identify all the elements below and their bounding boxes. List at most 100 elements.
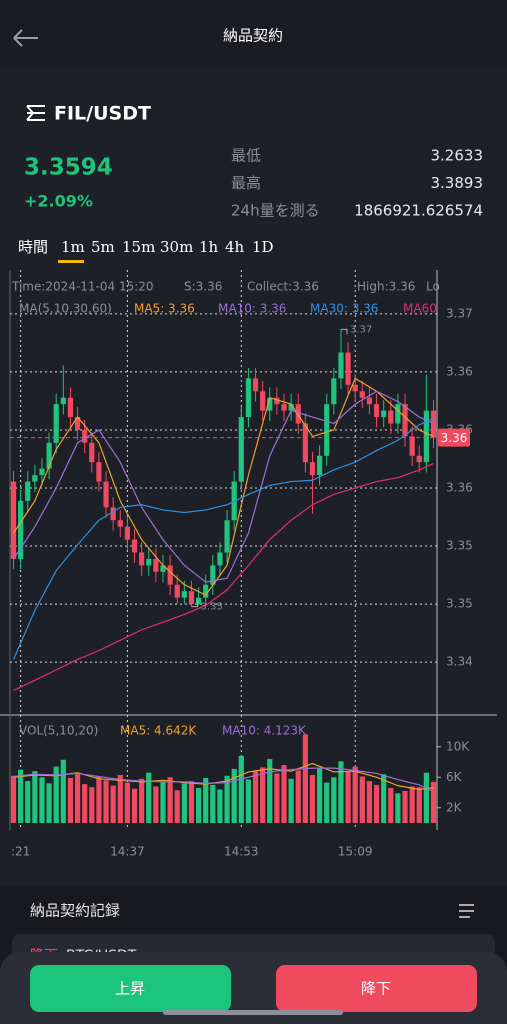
info-text: Time:2024-11-04 15:20 [11,280,154,294]
top-bar [0,0,507,68]
stat-value: 3.3893 [431,174,484,192]
price-change: +2.09% [24,192,93,211]
ma-line [12,390,434,583]
candle-body [10,481,17,559]
last-price: 3.3594 [24,155,113,181]
volume-bar [160,781,166,823]
pair-menu-icon[interactable] [26,105,45,121]
tab-underline [58,260,84,263]
volume-bar [331,777,337,823]
candle-body [46,442,52,469]
volume-bar [103,780,109,823]
ma-legend: MA10: 3.36 [218,302,286,316]
volume-legend: MA5: 4.642K [120,724,197,738]
last-price-label: 3.36 [441,431,468,445]
candle-body [338,352,344,379]
candle-body [302,423,308,463]
candle-body [124,526,130,540]
candle-body [67,397,74,418]
candle-body [39,468,45,476]
volume-bar [217,789,223,823]
extreme-marker [191,601,198,608]
candle-body [416,455,422,463]
timeframe-tabs: 時間 1m 5m 15m 30m 1h 4h 1D [18,238,274,263]
volume-bar [267,758,273,823]
volume-bar [359,776,365,823]
candle-body [181,591,187,598]
volume-bar [96,776,102,823]
candle-body [331,378,337,405]
timeframe-tab[interactable]: 30m [160,238,193,256]
volume-bar [124,782,130,823]
timeframe-tab[interactable]: 1D [252,238,274,256]
timeframe-tab[interactable]: 1m [61,238,85,256]
volume-bar [139,778,145,823]
candle-body [96,462,102,482]
up-button[interactable] [30,965,231,1012]
records-title: 納品契約記録 [30,902,120,920]
candle-body [245,378,252,418]
down-button[interactable] [276,965,477,1012]
y-tick-label: 3.35 [446,539,473,553]
candle-body [430,410,437,438]
candle-body [281,404,287,411]
volume-bar [324,782,330,823]
volume-title: VOL(5,10,20) [19,724,98,738]
candle-body [60,397,66,405]
candle-body [195,597,202,605]
x-tick-label: 14:37 [110,845,145,859]
candle-body [139,552,145,566]
volume-bar [39,777,45,823]
candle-body [352,384,358,392]
extreme-label: 3.35 [200,602,222,613]
volume-bar [146,772,152,823]
volume-bar [317,768,323,823]
volume-bar [252,771,259,823]
volume-bar [67,778,74,823]
volume-bar [288,778,294,823]
candle-body [345,352,351,385]
candle-body [174,584,180,598]
candle-body [274,397,280,405]
ma-line [12,377,434,596]
volume-tick-label: 2K [446,800,463,814]
candle-body [53,404,59,443]
volume-tick-label: 10K [446,739,470,753]
records-filter-icon[interactable] [459,904,474,918]
ma-title: MA(5,10,30,60) [19,302,112,316]
candle-body [32,475,38,482]
candle-body [317,455,323,476]
candle-body [89,442,95,463]
candle-body [373,404,380,418]
volume-bar [309,774,316,823]
stats: 最低 3.2633 最高 3.3893 24h量を測る 1866921.626574 [231,147,483,220]
y-tick-label: 3.36 [446,364,473,378]
y-tick-label: 3.34 [446,655,473,669]
volume-bar [167,777,173,823]
candle-body [381,410,387,418]
pair-name[interactable]: FIL/USDT [54,103,151,125]
candle-body [288,404,294,411]
volume-bar [338,761,344,823]
back-button[interactable] [13,29,38,47]
candle-body [167,565,173,585]
timeframe-tab[interactable]: 1h [199,238,219,256]
timeframe-tab[interactable]: 5m [91,238,115,256]
timeframe-tab[interactable]: 15m [122,238,155,256]
candle-body [18,500,24,559]
plot-area [10,329,437,692]
volume-bar [188,781,195,823]
x-tick-label: 14:53 [224,845,259,859]
candle-body [210,565,216,585]
candle-body [252,378,259,392]
timeframe-tab[interactable]: 4h [225,238,245,256]
volume-bar [181,783,187,823]
candle-body [110,507,116,521]
candle-body [153,558,159,572]
candle-body [309,462,316,476]
ma-legend: MA30: 3.36 [310,302,378,316]
candle-body [359,391,365,398]
volume-bar [174,790,180,823]
candle-body [409,436,415,456]
x-tick-label: :21 [11,845,30,859]
